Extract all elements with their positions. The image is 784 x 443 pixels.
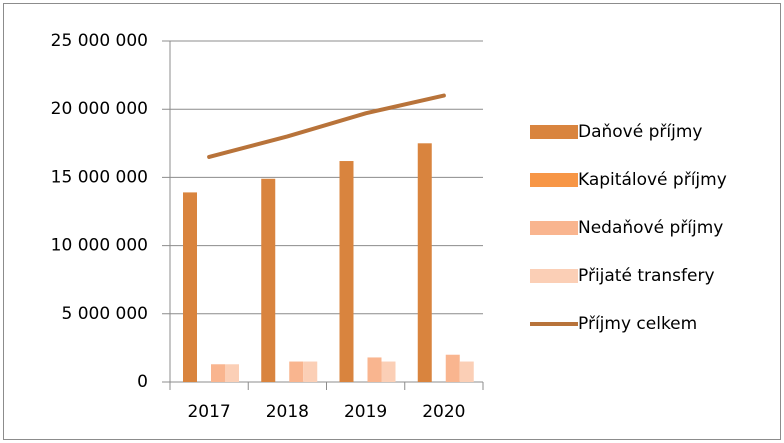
bar	[445, 354, 460, 382]
bar	[303, 361, 318, 382]
bar	[225, 364, 239, 382]
bar	[211, 364, 225, 382]
legend-label: Příjmy celkem	[578, 314, 697, 334]
bar	[367, 357, 382, 382]
legend-swatch	[530, 173, 578, 187]
y-tick-label: 5 000 000	[61, 304, 148, 324]
bar	[381, 361, 396, 382]
y-tick-label: 15 000 000	[51, 167, 148, 187]
legend-label: Daňové příjmy	[578, 122, 702, 142]
bar	[339, 161, 354, 382]
x-tick-label: 2019	[344, 402, 387, 422]
line-series	[207, 93, 446, 159]
legend-label: Přijaté transfery	[578, 266, 715, 286]
y-tick-label: 20 000 000	[51, 99, 148, 119]
legend-label: Nedaňové příjmy	[578, 218, 723, 238]
x-tick-label: 2020	[422, 402, 465, 422]
bar	[459, 361, 474, 382]
y-tick-label: 0	[137, 372, 148, 392]
bar	[417, 143, 432, 382]
y-tick-label: 25 000 000	[51, 31, 148, 51]
legend-label: Kapitálové příjmy	[578, 170, 727, 190]
bar	[183, 192, 197, 382]
x-tick-label: 2018	[266, 402, 309, 422]
legend-swatch	[530, 269, 578, 283]
legend-swatch	[530, 125, 578, 139]
y-tick-label: 10 000 000	[51, 236, 148, 256]
legend-swatch	[530, 221, 578, 235]
bar	[261, 178, 276, 382]
x-tick-label: 2017	[187, 402, 230, 422]
bar	[289, 361, 304, 382]
